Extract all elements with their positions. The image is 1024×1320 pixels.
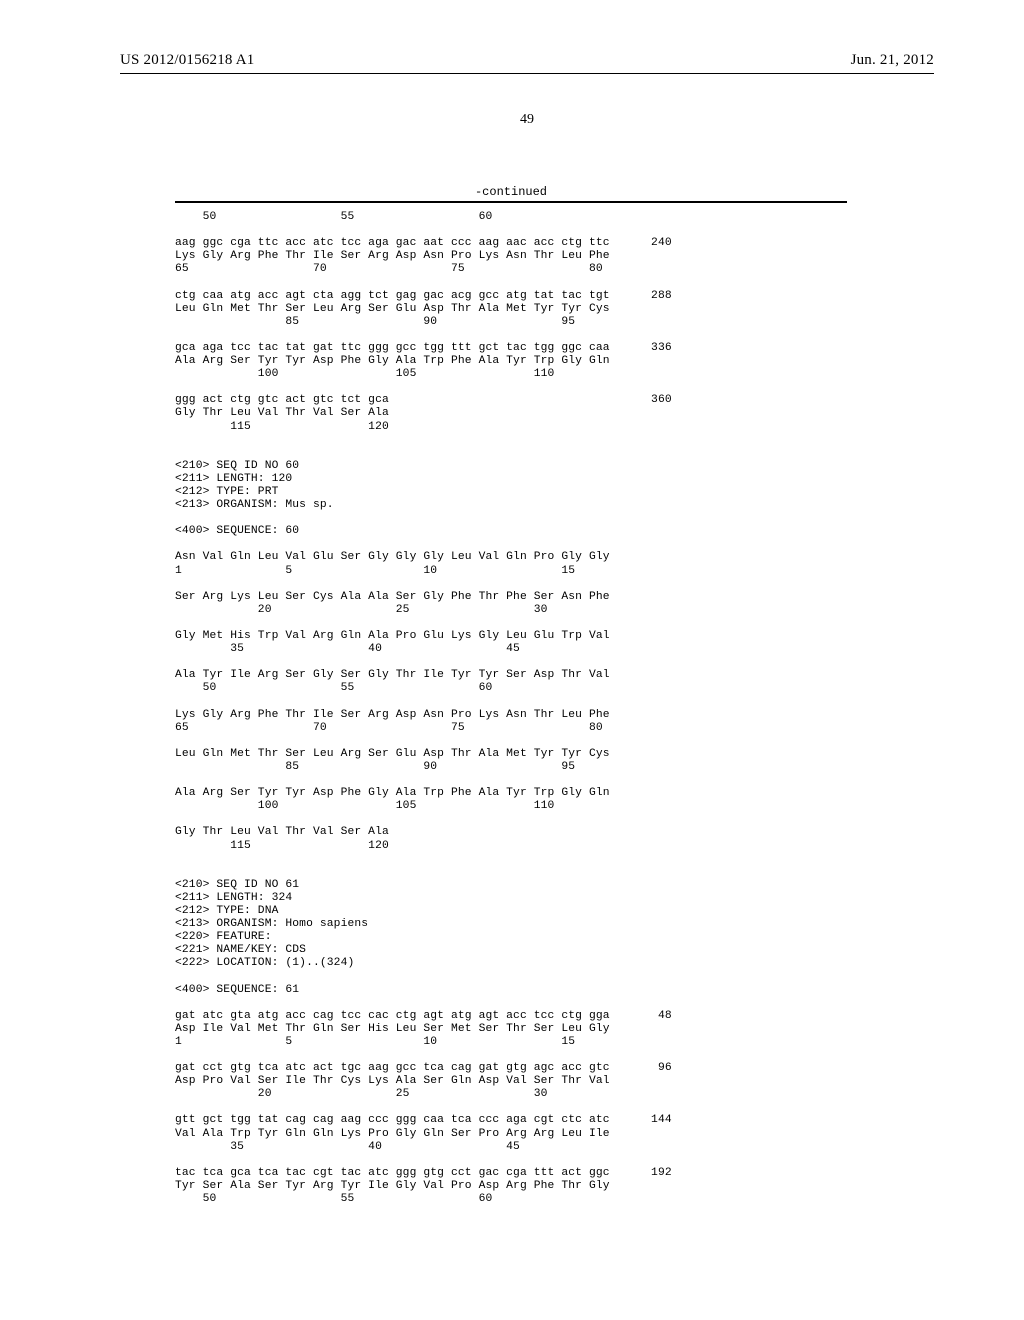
continued-label: -continued (175, 185, 847, 199)
publication-number: US 2012/0156218 A1 (120, 52, 254, 69)
page-number: 49 (120, 112, 934, 128)
header-row: US 2012/0156218 A1 Jun. 21, 2012 (120, 52, 934, 69)
publication-date: Jun. 21, 2012 (851, 52, 934, 69)
sequence-text: 50 55 60 aag ggc cga ttc acc atc tcc aga… (175, 211, 847, 1206)
page-header: US 2012/0156218 A1 Jun. 21, 2012 49 (0, 52, 1024, 128)
header-rule (120, 73, 934, 74)
sequence-rule (175, 201, 847, 203)
sequence-listing: -continued 50 55 60 aag ggc cga ttc acc … (175, 185, 847, 1206)
